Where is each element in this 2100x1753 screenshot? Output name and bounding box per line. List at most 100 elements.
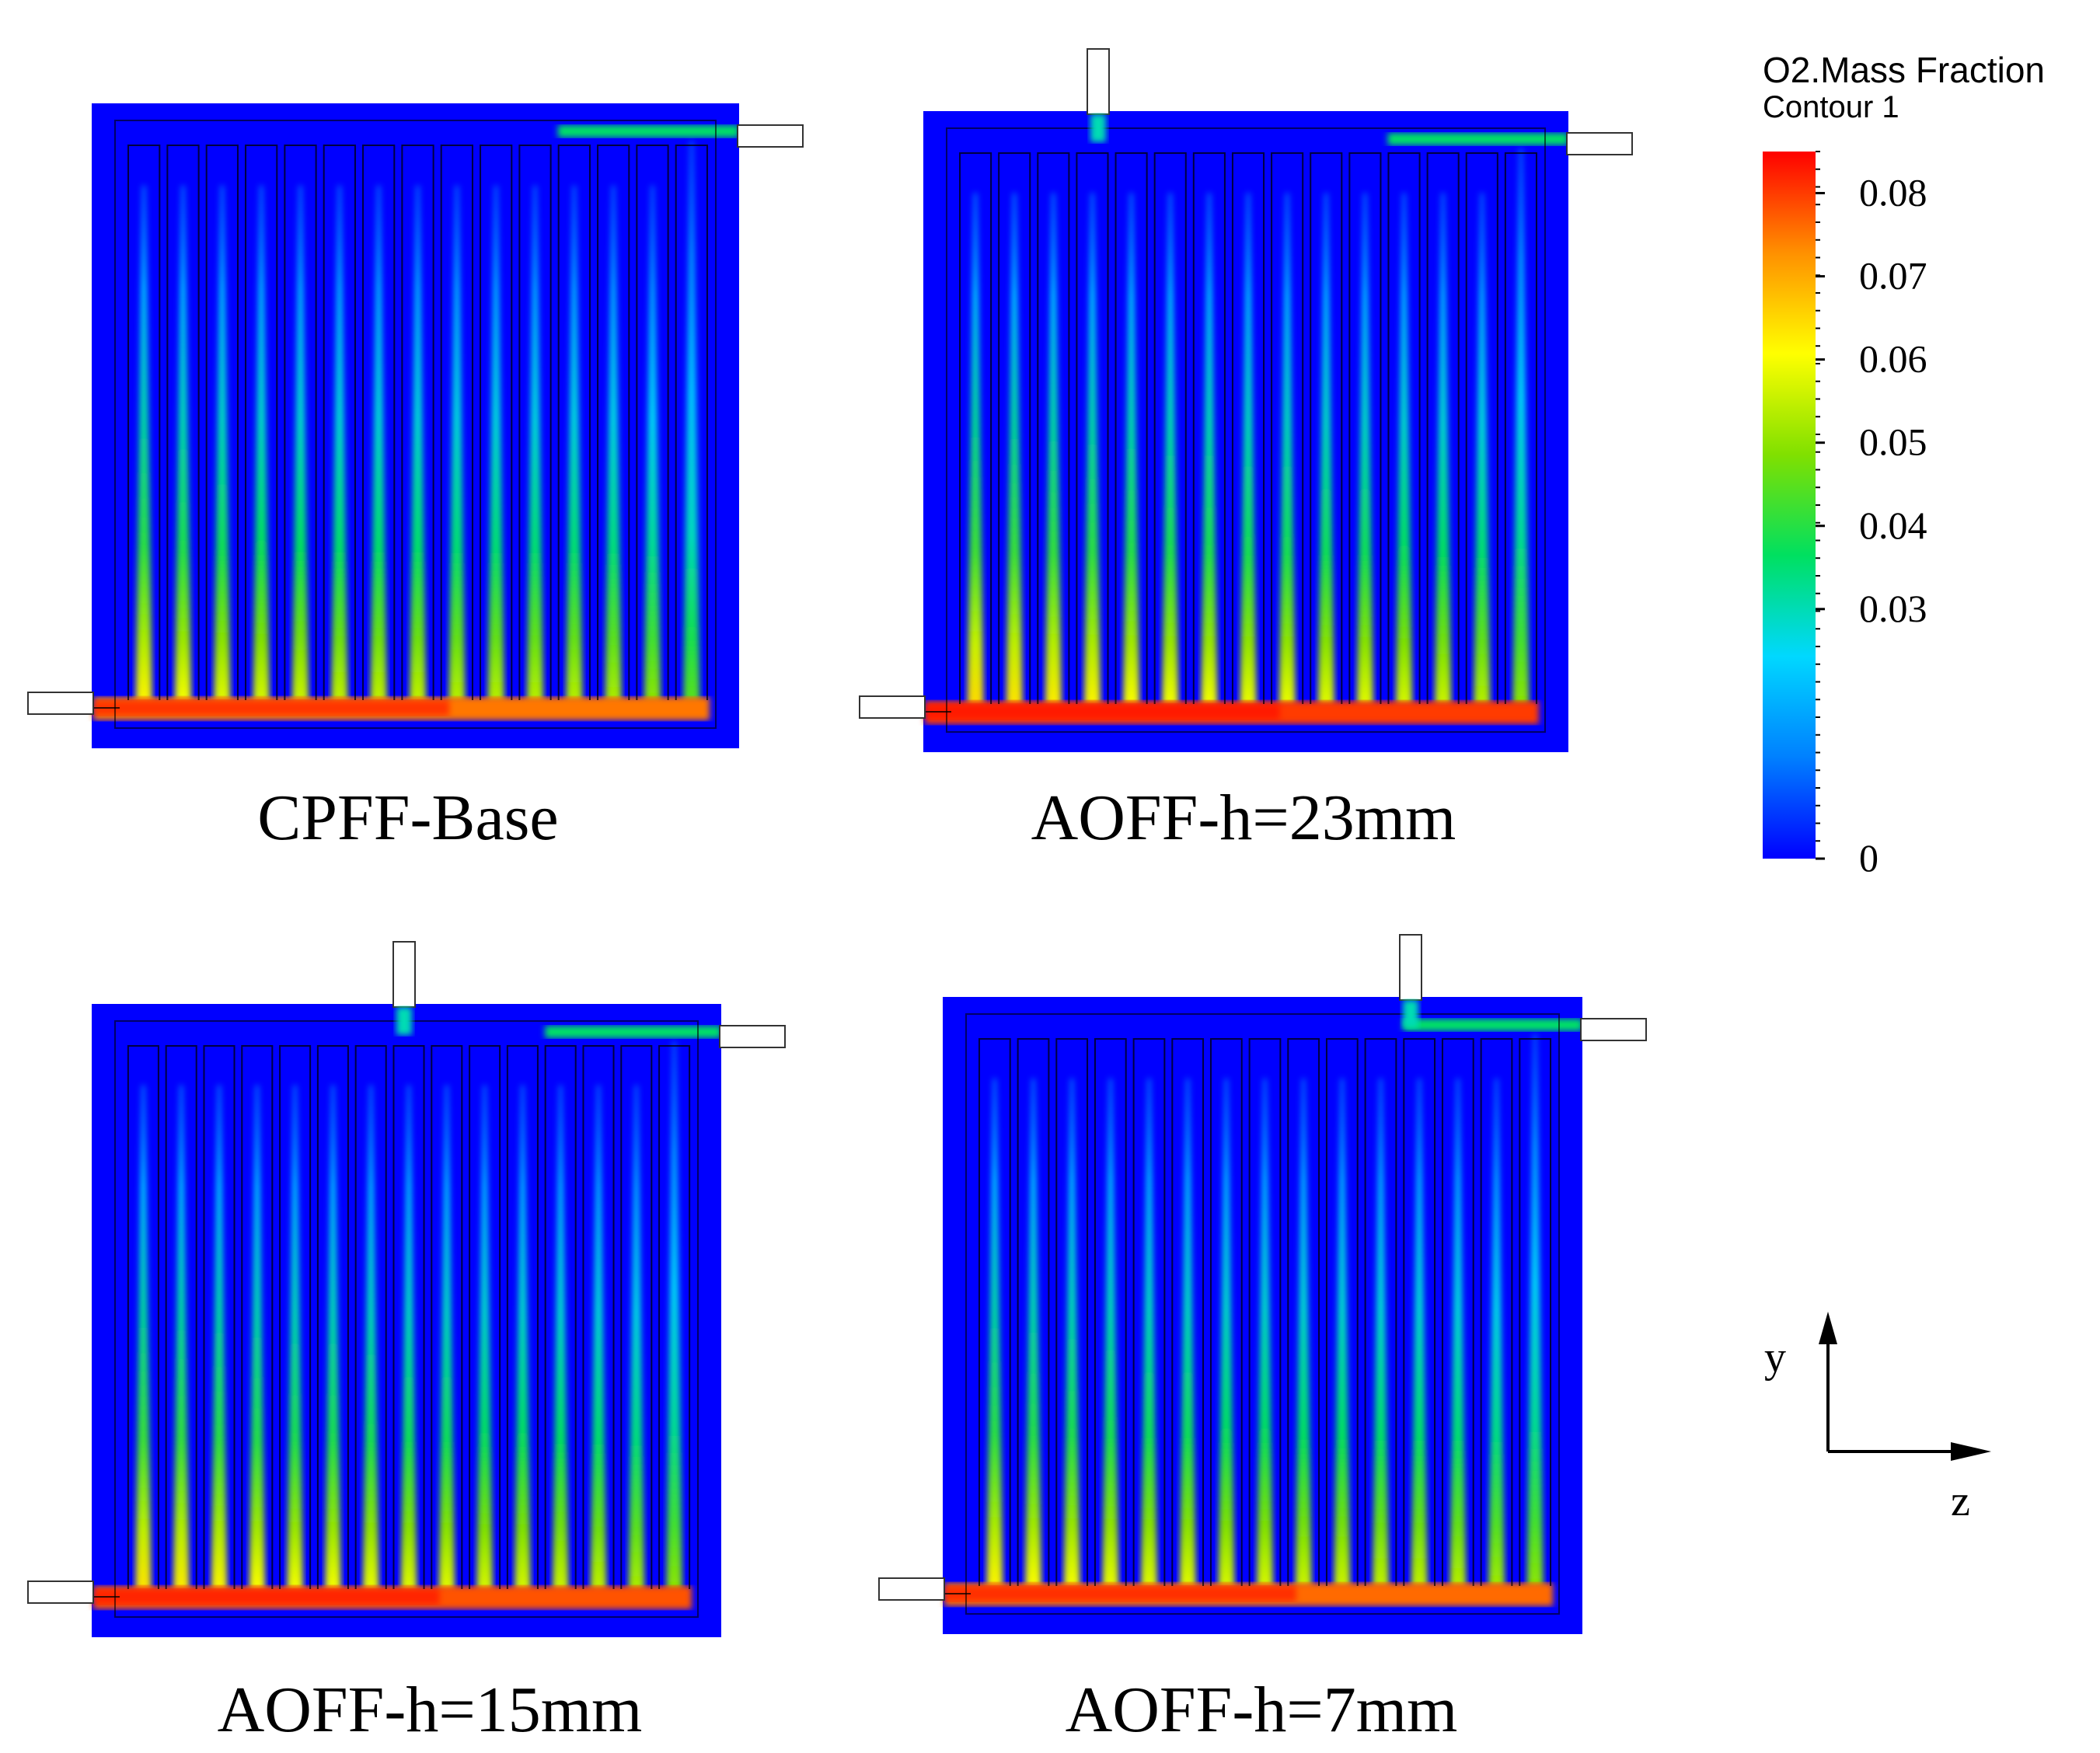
channel-contour (173, 1085, 190, 1591)
channel-contour (448, 185, 466, 702)
channel-contour (291, 185, 309, 702)
legend-tick-label: 0.04 (1859, 504, 1927, 547)
channel-contour (1045, 193, 1062, 706)
contour-panel-aoff-23mm (859, 48, 1633, 752)
outlet-header-band (1403, 1019, 1582, 1031)
channel-outline (943, 1038, 1552, 1594)
top-inlet-port (392, 941, 416, 1008)
panel-caption-aoff-7mm: AOFF-h=7mm (1066, 1674, 1458, 1746)
contour-panel-cpff-base (27, 103, 804, 748)
channel-outline (92, 1045, 691, 1598)
z-axis-label: z (1951, 1477, 1970, 1525)
channel-contour (566, 185, 583, 702)
panel-caption-cpff-base: CPFF-Base (257, 782, 558, 854)
channel-contour (644, 185, 661, 702)
channel-contour (211, 1085, 228, 1591)
legend-tick-label: 0.05 (1859, 420, 1927, 464)
channel-contour (1411, 1078, 1428, 1587)
channel-contour (1512, 148, 1530, 706)
channel-outline (92, 145, 708, 709)
channel-contour (438, 1085, 455, 1591)
channel-contour (1123, 193, 1140, 706)
legend-tick-label: 0.07 (1859, 254, 1927, 298)
top-inlet-port (1399, 934, 1422, 1001)
top-inlet-plume (1090, 114, 1106, 142)
channel-contour (287, 1085, 303, 1591)
legend-ticks: 0.08 0.07 0.06 0.05 0.04 0.03 0 (1816, 151, 1927, 880)
axes-triad (1819, 1312, 1991, 1461)
y-arrowhead-icon (1819, 1312, 1837, 1344)
channel-contour (1449, 1078, 1467, 1587)
legend-tick-label: 0 (1859, 836, 1878, 880)
channel-contour (1162, 193, 1179, 706)
channel-contour (362, 1085, 379, 1591)
top-inlet-port (1087, 48, 1110, 115)
channel-contour (135, 185, 152, 702)
channel-contour (1474, 193, 1491, 706)
inlet-header-peak (93, 700, 450, 716)
channel-contour (409, 185, 427, 702)
channel-contour (526, 185, 544, 702)
inlet-header-peak (93, 1589, 440, 1605)
channel-contour (1526, 1034, 1544, 1587)
channel-contour (1141, 1078, 1157, 1587)
legend-tick-label: 0.06 (1859, 337, 1927, 381)
top-inlet-plume (1403, 1000, 1418, 1028)
inlet-port (859, 695, 926, 719)
z-arrowhead-icon (1951, 1442, 1991, 1461)
channel-contour (552, 1085, 569, 1591)
panel-caption-aoff-23mm: AOFF-h=23mm (1031, 782, 1456, 854)
channel-contour (370, 185, 387, 702)
channel-contour (1201, 193, 1218, 706)
channel-contour (487, 185, 504, 702)
inlet-header-peak (925, 704, 1280, 720)
channel-contour (1334, 1078, 1351, 1587)
panel-caption-aoff-15mm: AOFF-h=15mm (218, 1674, 643, 1746)
channel-contour (967, 193, 984, 706)
manifold-outline (946, 127, 1546, 733)
channel-contour (1006, 193, 1023, 706)
channel-contour (1396, 193, 1413, 706)
contour-panel-aoff-15mm (27, 941, 786, 1637)
color-legend: O2.Mass Fraction Contour 1 0.080.070.060… (1763, 50, 2045, 880)
outlet-header-band (1387, 133, 1568, 145)
channel-contour (1356, 193, 1373, 706)
contour-panel-aoff-7mm (878, 934, 1647, 1634)
outlet-header-band (557, 125, 739, 138)
channel-contour (1435, 193, 1452, 706)
channel-contour (1083, 193, 1101, 706)
channel-contour (400, 1085, 417, 1591)
channel-contour (1179, 1078, 1196, 1587)
channel-contour (135, 1085, 152, 1591)
inlet-header-peak (944, 1586, 1296, 1601)
outlet-port (1566, 132, 1633, 155)
y-axis-label: y (1764, 1333, 1786, 1382)
legend-tick-label: 0.08 (1859, 171, 1927, 214)
channel-contour (1317, 193, 1334, 706)
channel-contour (515, 1085, 531, 1591)
channel-contour (1102, 1078, 1119, 1587)
channel-contour (590, 1085, 607, 1591)
inlet-port (27, 1580, 94, 1604)
channel-contour (666, 1041, 682, 1591)
channel-contour (628, 1085, 645, 1591)
channel-contour (1278, 193, 1296, 706)
channel-contour (476, 1085, 493, 1591)
outlet-port (737, 124, 804, 148)
outlet-port (1580, 1018, 1647, 1041)
channel-contour (986, 1078, 1003, 1587)
legend-tick-label: 0.03 (1859, 587, 1927, 630)
legend-title: O2.Mass Fraction (1763, 50, 2045, 90)
inlet-port (27, 692, 94, 715)
channel-contour (331, 185, 348, 702)
outlet-header-band (545, 1026, 721, 1038)
top-inlet-plume (396, 1007, 412, 1035)
channel-contour (325, 1085, 341, 1591)
legend-colorbar (1763, 152, 1816, 859)
channel-outline (923, 152, 1537, 713)
inlet-port (878, 1577, 945, 1601)
channel-contour (683, 141, 700, 702)
channel-contour (1373, 1078, 1389, 1587)
legend-subtitle: Contour 1 (1763, 90, 1899, 124)
